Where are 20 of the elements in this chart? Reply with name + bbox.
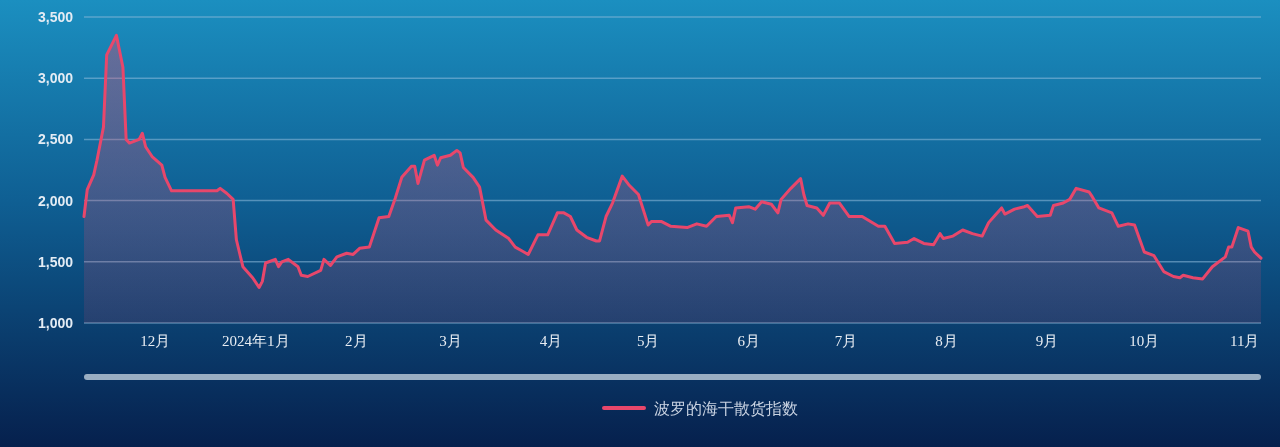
y-tick-label: 2,000 xyxy=(37,192,74,209)
x-tick-label: 6月 xyxy=(737,333,760,349)
x-tick-label: 3月 xyxy=(439,333,462,349)
x-tick-label: 2024年1月 xyxy=(222,333,290,349)
y-tick-label: 1,500 xyxy=(37,253,74,270)
x-tick-label: 9月 xyxy=(1035,333,1059,349)
x-tick-label: 10月 xyxy=(1129,333,1160,349)
x-tick-label: 2月 xyxy=(345,333,368,349)
y-tick-label: 3,500 xyxy=(37,9,74,25)
x-tick-label: 8月 xyxy=(935,333,958,349)
x-tick-label: 5月 xyxy=(636,333,660,349)
y-tick-label: 2,500 xyxy=(37,131,74,148)
legend-label: 波罗的海干散货指数 xyxy=(654,399,798,417)
x-tick-label: 12月 xyxy=(140,333,171,349)
x-tick-label: 4月 xyxy=(539,333,563,349)
x-tick-label: 7月 xyxy=(834,333,858,349)
y-tick-label: 1,000 xyxy=(37,315,74,331)
legend: 波罗的海干散货指数 xyxy=(602,399,798,417)
y-tick-label: 3,000 xyxy=(37,70,74,87)
x-tick-label: 11月 xyxy=(1230,333,1260,349)
